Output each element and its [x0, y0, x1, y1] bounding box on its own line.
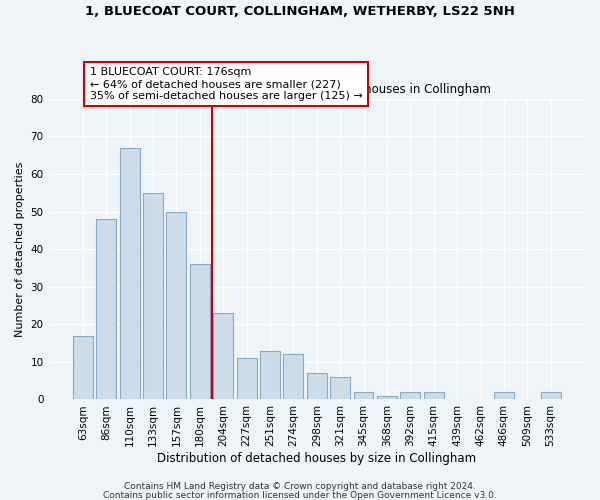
- Bar: [400, 392, 420, 400]
- Text: 1, BLUECOAT COURT, COLLINGHAM, WETHERBY, LS22 5NH: 1, BLUECOAT COURT, COLLINGHAM, WETHERBY,…: [85, 5, 515, 18]
- Y-axis label: Number of detached properties: Number of detached properties: [15, 162, 25, 337]
- Bar: [143, 193, 163, 400]
- Bar: [190, 264, 210, 400]
- Bar: [330, 377, 350, 400]
- Bar: [97, 219, 116, 400]
- Bar: [260, 350, 280, 400]
- Bar: [377, 396, 397, 400]
- Bar: [213, 313, 233, 400]
- Bar: [541, 392, 560, 400]
- Text: Contains HM Land Registry data © Crown copyright and database right 2024.: Contains HM Land Registry data © Crown c…: [124, 482, 476, 491]
- Bar: [166, 212, 187, 400]
- Bar: [73, 336, 93, 400]
- X-axis label: Distribution of detached houses by size in Collingham: Distribution of detached houses by size …: [157, 452, 476, 465]
- Title: Size of property relative to detached houses in Collingham: Size of property relative to detached ho…: [143, 83, 491, 96]
- Bar: [424, 392, 443, 400]
- Bar: [283, 354, 304, 400]
- Text: Contains public sector information licensed under the Open Government Licence v3: Contains public sector information licen…: [103, 490, 497, 500]
- Bar: [307, 373, 327, 400]
- Bar: [120, 148, 140, 400]
- Bar: [494, 392, 514, 400]
- Bar: [236, 358, 257, 400]
- Text: 1 BLUECOAT COURT: 176sqm
← 64% of detached houses are smaller (227)
35% of semi-: 1 BLUECOAT COURT: 176sqm ← 64% of detach…: [90, 68, 362, 100]
- Bar: [353, 392, 373, 400]
